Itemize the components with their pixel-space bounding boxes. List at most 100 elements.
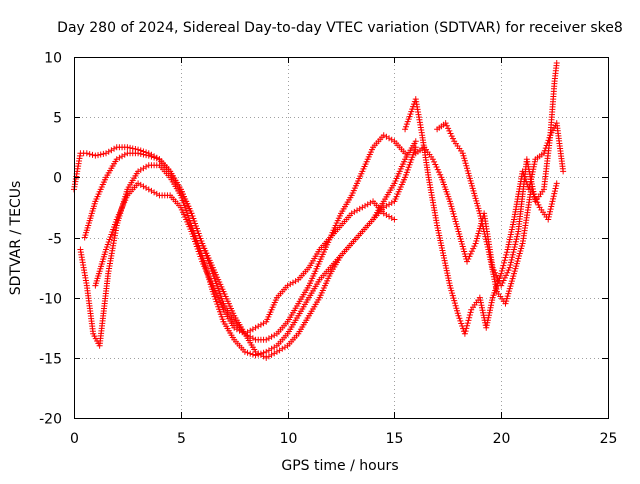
data-point xyxy=(83,150,90,157)
data-point-interp xyxy=(196,232,203,239)
data-point-interp xyxy=(512,265,519,272)
data-point-interp xyxy=(485,314,492,321)
data-point-interp xyxy=(140,165,147,172)
data-point-interp xyxy=(454,307,461,314)
data-point-interp xyxy=(471,192,478,199)
data-point-interp xyxy=(255,351,262,358)
data-point-interp xyxy=(462,328,469,335)
data-point-interp xyxy=(216,308,223,315)
data-point-interp xyxy=(211,293,218,300)
data-point-interp xyxy=(271,332,278,339)
data-point-interp xyxy=(215,285,222,292)
data-point-interp xyxy=(247,350,254,357)
data-point-interp xyxy=(104,241,111,248)
data-point xyxy=(442,120,449,127)
data-point-interp xyxy=(454,310,461,317)
data-point-interp xyxy=(471,243,478,250)
data-point-interp xyxy=(486,307,493,314)
data-point-interp xyxy=(474,202,481,209)
x-axis-title: GPS time / hours xyxy=(281,458,398,474)
data-point-interp xyxy=(449,292,456,299)
data-point xyxy=(502,300,509,307)
data-point xyxy=(273,348,280,355)
data-point-interp xyxy=(434,224,441,231)
data-point-interp xyxy=(404,118,411,125)
data-point xyxy=(461,330,468,337)
series-track-f xyxy=(412,60,560,289)
data-point-interp xyxy=(478,215,485,222)
data-point-interp xyxy=(505,241,512,248)
data-point-interp xyxy=(464,167,471,174)
data-point-interp xyxy=(367,199,374,206)
data-point-interp xyxy=(473,200,480,207)
data-point-interp xyxy=(386,213,393,220)
data-point-interp xyxy=(405,116,412,123)
data-point-interp xyxy=(442,262,449,269)
data-point-interp xyxy=(441,257,448,264)
data-point-interp xyxy=(445,275,452,282)
series-track-e xyxy=(402,96,567,337)
data-point xyxy=(263,336,270,343)
data-point-interp xyxy=(95,152,102,159)
data-point-interp xyxy=(195,242,202,249)
data-point-interp xyxy=(504,269,511,276)
data-point-interp xyxy=(511,246,518,253)
data-point xyxy=(446,198,453,205)
data-point-interp xyxy=(210,291,217,298)
data-point-interp xyxy=(279,345,286,352)
data-point-interp xyxy=(499,265,506,272)
data-point-interp xyxy=(432,161,439,168)
data-point-interp xyxy=(456,233,463,240)
x-tick-label: 10 xyxy=(280,431,298,447)
data-point-interp xyxy=(351,208,358,215)
data-point-interp xyxy=(388,199,395,206)
data-point-interp xyxy=(473,235,480,242)
data-point-interp xyxy=(194,240,201,247)
data-point-interp xyxy=(486,309,493,316)
data-point-interp xyxy=(388,214,395,221)
data-point-interp xyxy=(437,171,444,178)
data-point-interp xyxy=(474,232,481,239)
data-point-interp xyxy=(478,304,485,311)
data-point-interp xyxy=(276,347,283,354)
data-point-interp xyxy=(483,238,490,245)
data-point-interp xyxy=(404,166,411,173)
data-point-interp xyxy=(441,255,448,262)
data-point-interp xyxy=(509,221,516,228)
data-point-interp xyxy=(507,233,514,240)
data-point-interp xyxy=(502,254,509,261)
data-point-interp xyxy=(184,209,191,216)
data-point-interp xyxy=(478,302,485,309)
data-point-interp xyxy=(500,277,507,284)
data-point-interp xyxy=(444,272,451,279)
data-point-interp xyxy=(383,211,390,218)
data-point-interp xyxy=(451,300,458,307)
data-point-interp xyxy=(531,161,538,168)
data-point-interp xyxy=(510,249,517,256)
data-point-interp xyxy=(545,213,552,220)
data-point-interp xyxy=(289,279,296,286)
data-point-interp xyxy=(193,225,200,232)
y-axis-title: SDTVAR / TECUs xyxy=(8,181,24,296)
data-point-interp xyxy=(107,233,114,240)
data-point-interp xyxy=(265,347,272,354)
y-tick-label: 5 xyxy=(53,111,62,127)
data-point xyxy=(455,312,462,319)
data-point xyxy=(560,168,567,175)
data-point-interp xyxy=(411,146,418,153)
data-point-interp xyxy=(185,214,192,221)
data-point-interp xyxy=(218,313,225,320)
grid xyxy=(74,57,608,418)
data-point-interp xyxy=(463,162,470,169)
data-point-interp xyxy=(465,170,472,177)
y-tick-label: 0 xyxy=(53,171,62,187)
data-point-interp xyxy=(292,278,299,285)
data-point-interp xyxy=(442,260,449,267)
data-point-interp xyxy=(216,288,223,295)
data-point-interp xyxy=(479,223,486,230)
data-point-interp xyxy=(518,243,525,250)
data-point-interp xyxy=(448,203,455,210)
data-point-interp xyxy=(192,235,199,242)
data-point-interp xyxy=(105,148,112,155)
data-point-interp xyxy=(551,190,558,197)
